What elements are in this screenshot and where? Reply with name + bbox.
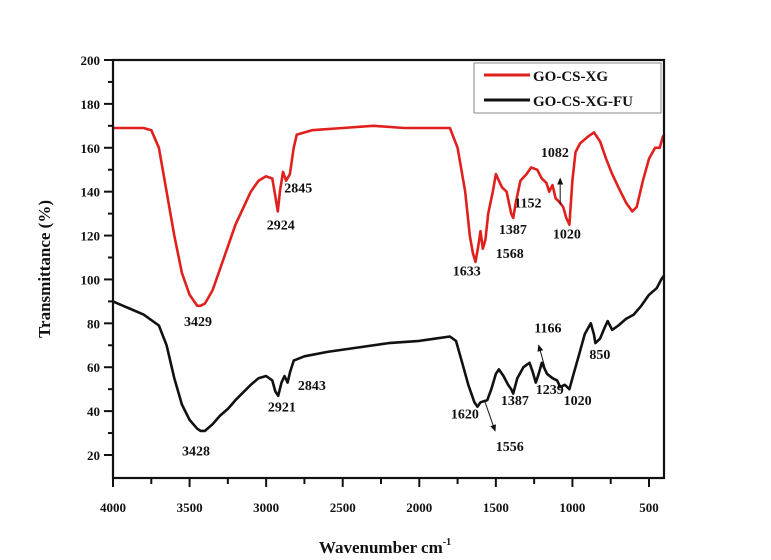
peak-label: 2845 bbox=[284, 181, 312, 196]
peak-label: 1020 bbox=[553, 227, 581, 242]
legend: GO-CS-XG GO-CS-XG-FU bbox=[473, 62, 662, 114]
y-tick-label: 140 bbox=[81, 185, 101, 200]
y-tick-label: 100 bbox=[81, 272, 101, 287]
peak-label: 3429 bbox=[184, 315, 212, 330]
y-tick-label: 120 bbox=[81, 229, 101, 244]
x-tick-label: 3000 bbox=[253, 500, 279, 515]
y-tick-label: 60 bbox=[87, 360, 100, 375]
legend-box bbox=[473, 62, 662, 114]
x-axis-label-text: Wavenumber cm bbox=[319, 538, 443, 557]
legend-label-1: GO-CS-XG bbox=[533, 69, 608, 85]
x-axis-label: Wavenumber cm-1 bbox=[319, 537, 451, 557]
annotation-layer: 3429 2924 2845 1633 1568 1387 1152 1082 1020 3428… bbox=[182, 146, 610, 459]
peak-label: 1620 bbox=[451, 407, 479, 422]
y-tick-label: 20 bbox=[87, 448, 100, 463]
annotation-arrow bbox=[537, 344, 546, 368]
x-axis-label-superscript: -1 bbox=[443, 537, 451, 548]
peak-label: 1166 bbox=[534, 322, 561, 337]
x-tick-label: 4000 bbox=[100, 500, 126, 515]
peak-label: 1387 bbox=[501, 394, 529, 409]
peak-label: 1082 bbox=[541, 146, 569, 161]
y-tick-label: 40 bbox=[87, 404, 100, 419]
peak-label: 1387 bbox=[499, 223, 527, 238]
x-tick-label: 2000 bbox=[406, 500, 432, 515]
peak-label: 1020 bbox=[564, 394, 592, 409]
series-line-1 bbox=[113, 124, 666, 308]
peak-label: 2843 bbox=[298, 379, 326, 394]
peak-label: 1239 bbox=[536, 383, 564, 398]
peak-label: 1152 bbox=[514, 197, 541, 212]
peak-label: 1633 bbox=[453, 265, 481, 280]
y-tick-label: 80 bbox=[87, 316, 100, 331]
legend-label-2: GO-CS-XG-FU bbox=[533, 94, 633, 110]
series-layer bbox=[112, 124, 666, 433]
peak-label: 2924 bbox=[267, 219, 295, 234]
axis-layer: 4000 3500 3000 2500 2000 1500 1000 500 20 40 60 80 1… bbox=[81, 53, 659, 515]
x-tick-label: 2500 bbox=[330, 500, 356, 515]
x-tick-label: 500 bbox=[639, 500, 659, 515]
x-tick-label: 1000 bbox=[559, 500, 585, 515]
peak-label: 850 bbox=[589, 348, 610, 363]
y-axis-label: Transmittance (%) bbox=[35, 200, 54, 338]
annotation-arrow bbox=[483, 399, 496, 432]
y-tick-label: 160 bbox=[81, 141, 101, 156]
x-tick-label: 3500 bbox=[177, 500, 203, 515]
plot-frame bbox=[111, 58, 666, 480]
peak-label: 2921 bbox=[268, 401, 296, 416]
x-tick-label: 1500 bbox=[483, 500, 509, 515]
y-tick-label: 180 bbox=[81, 97, 101, 112]
peak-label: 1556 bbox=[496, 440, 524, 455]
peak-label: 3428 bbox=[182, 445, 210, 460]
series-line-2 bbox=[112, 274, 666, 433]
y-tick-label: 200 bbox=[81, 53, 101, 68]
peak-label: 1568 bbox=[496, 247, 524, 262]
